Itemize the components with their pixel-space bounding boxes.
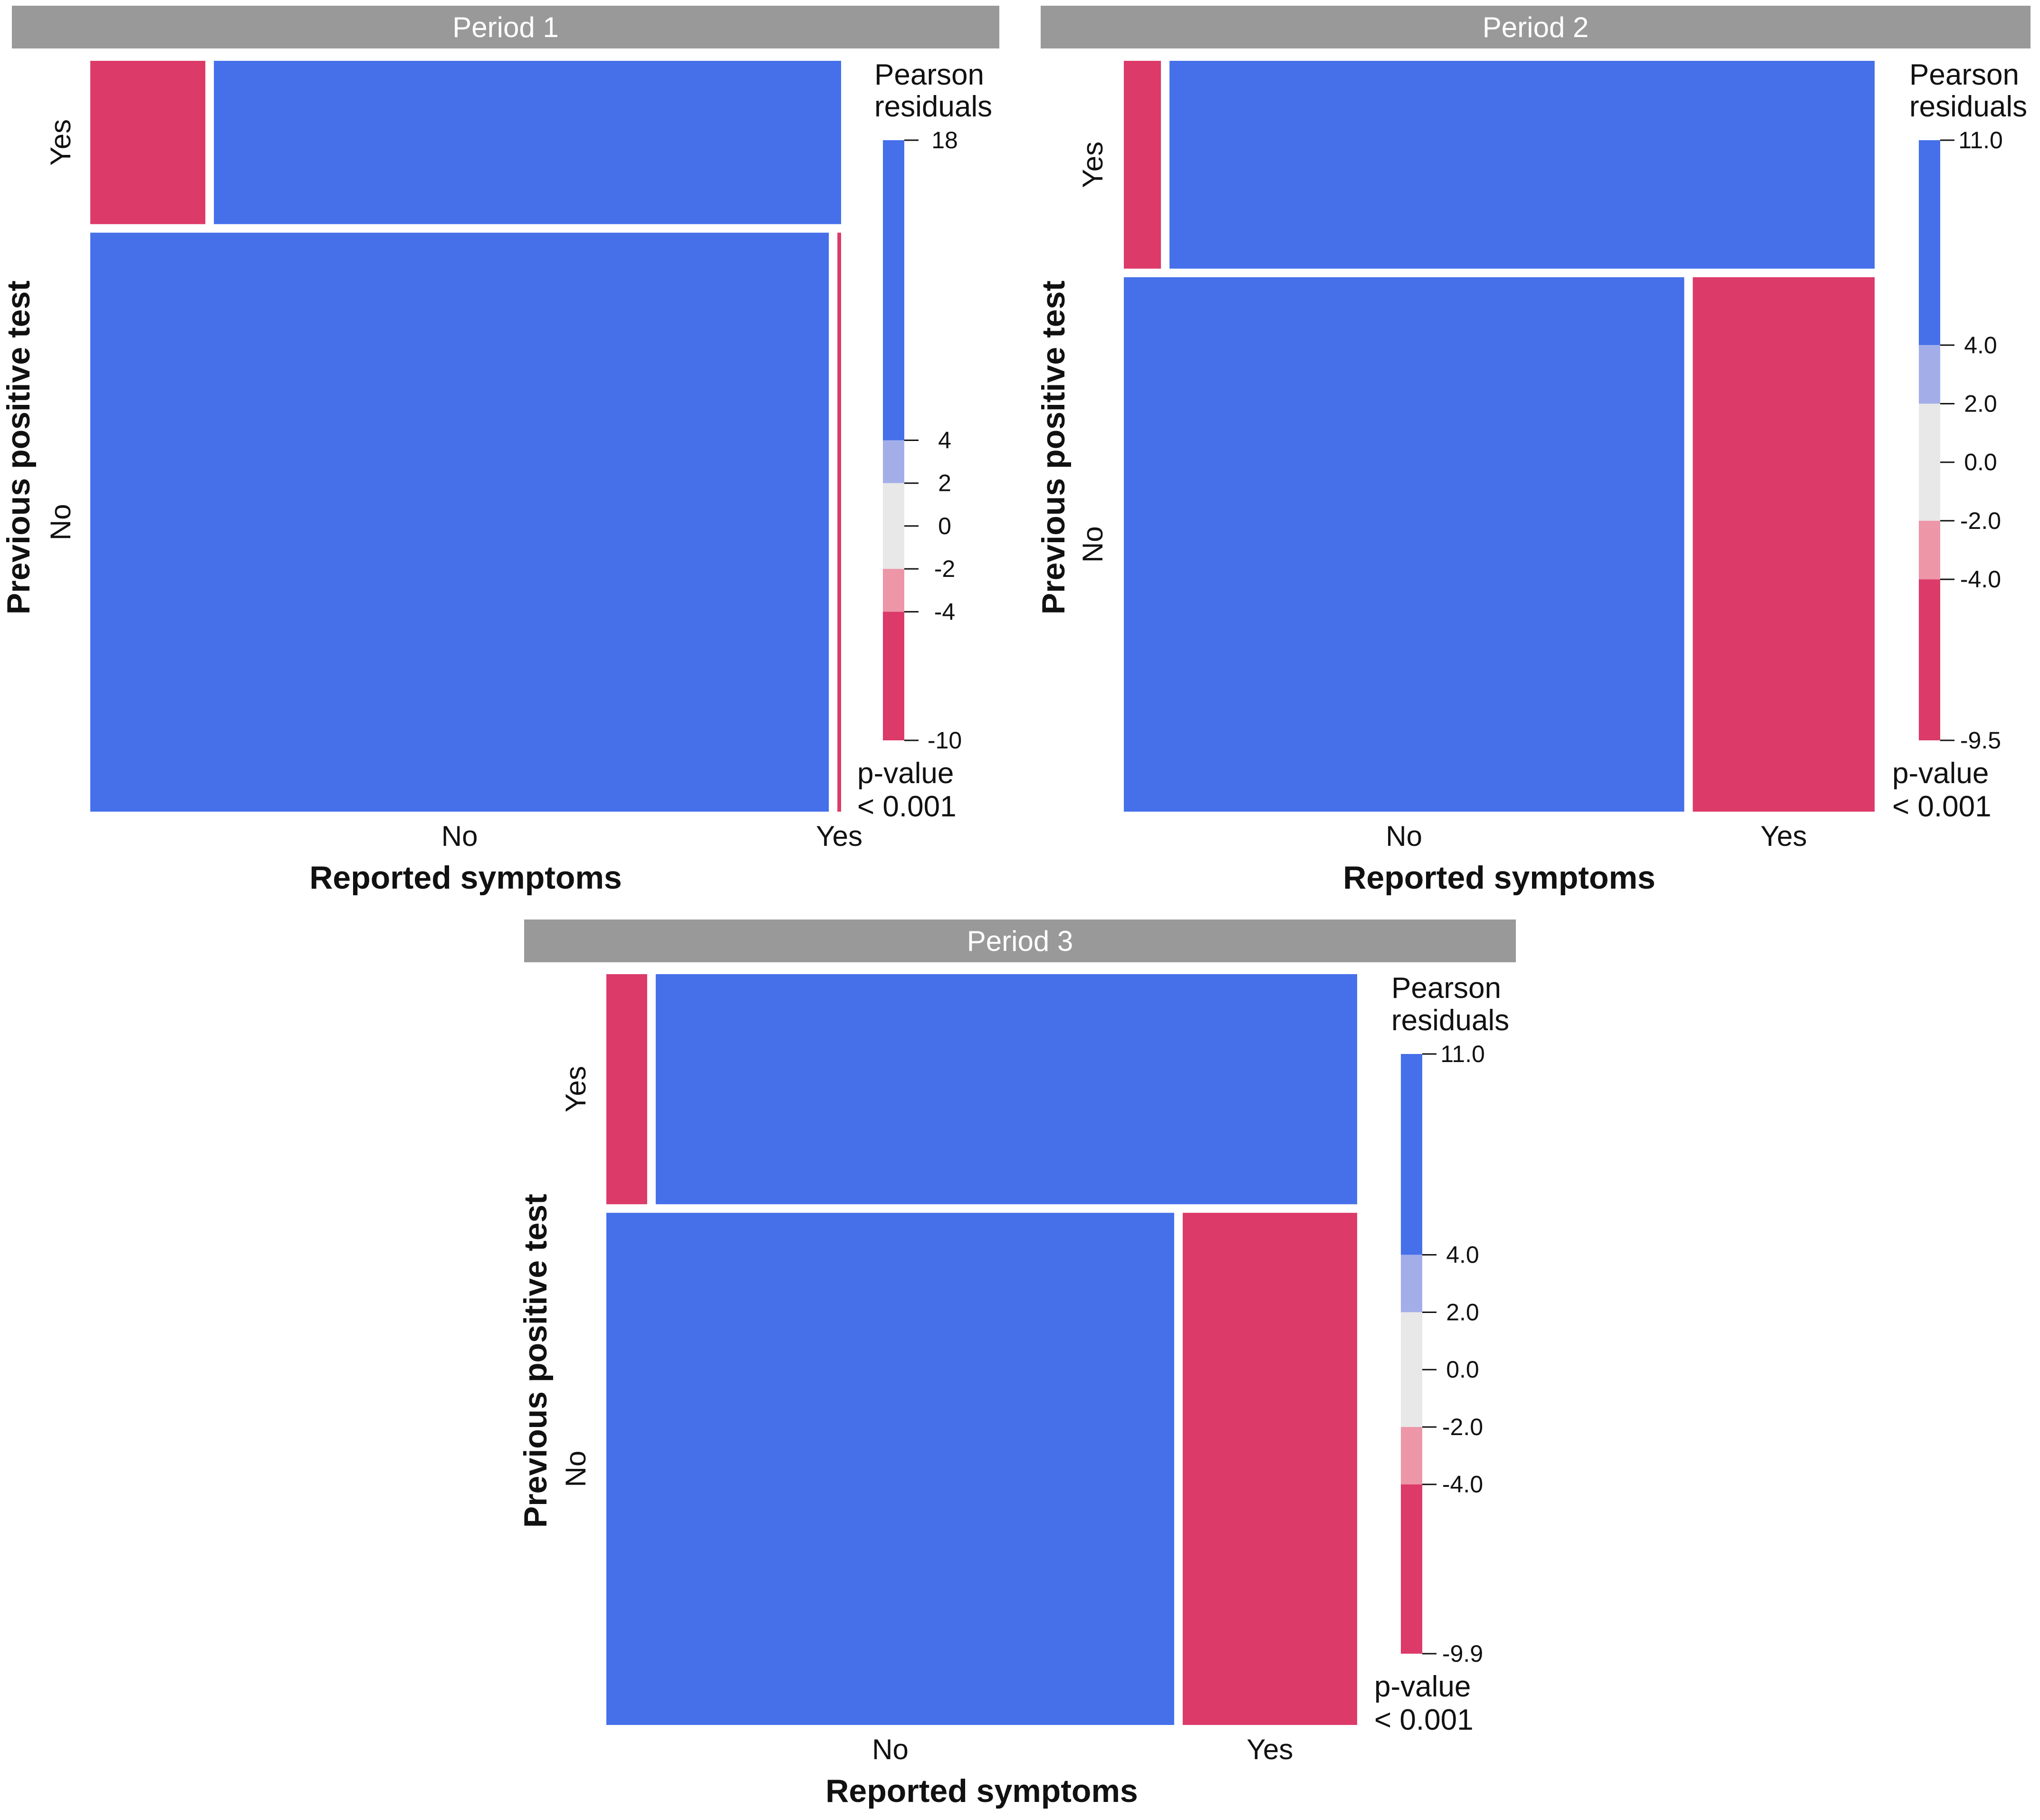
panel-title: Period 1	[452, 11, 558, 43]
p-value-label: p-value	[1374, 1670, 1471, 1703]
legend-band	[883, 569, 904, 612]
panel-1: Period 1 Yes No No Yes Reported symptoms Previ…	[0, 6, 999, 896]
x-level-label: No	[872, 1734, 909, 1765]
mosaic-tile-no-yes	[1693, 277, 1875, 812]
mosaic-tile-yes-yes	[90, 61, 206, 224]
legend-tick-label: 2	[938, 470, 951, 497]
legend-tick-label: -9.5	[1960, 727, 2001, 754]
y-level-label: Yes	[1077, 142, 1109, 188]
mosaic-tile-yes-no	[1169, 61, 1875, 269]
legend-title-line2: residuals	[874, 90, 992, 123]
x-level-label: Yes	[1247, 1734, 1293, 1765]
legend-band	[1401, 1312, 1422, 1427]
panel-strip	[12, 6, 999, 48]
mosaic-tile-no-yes	[1182, 1213, 1357, 1725]
legend-title-line1: Pearson	[1391, 972, 1501, 1005]
legend-tick-label: 2.0	[1964, 390, 1997, 417]
x-level-label: Yes	[816, 820, 862, 852]
legend-tick-label: 4.0	[1964, 332, 1997, 358]
legend-tick-label: 0	[938, 513, 951, 539]
legend-title-line2: residuals	[1391, 1004, 1509, 1037]
y-axis-title: Previous positive test	[517, 1194, 554, 1528]
y-level-label: Yes	[45, 119, 77, 166]
p-value-label: p-value	[1892, 757, 1989, 790]
panel-3: Period 3 Yes No No Yes Reported symptoms Previ…	[517, 920, 1516, 1809]
legend-tick-label: -4.0	[1960, 566, 2001, 593]
mosaic-tile-no-no	[606, 1213, 1174, 1725]
p-value-label: p-value	[857, 757, 954, 790]
legend-band	[1401, 1427, 1422, 1485]
legend-title-line2: residuals	[1909, 90, 2027, 123]
legend-tick-label: -2.0	[1442, 1414, 1483, 1440]
legend-tick-label: 11.0	[1440, 1041, 1485, 1067]
legend-tick-label: -2	[934, 556, 955, 582]
legend-tick-label: 0.0	[1964, 449, 1997, 476]
legend-band	[1401, 1255, 1422, 1312]
legend-band	[883, 140, 904, 441]
legend-tick-label: -9.9	[1442, 1640, 1483, 1667]
mosaic-tile-yes-yes	[606, 974, 647, 1205]
legend-band	[1919, 579, 1940, 740]
legend-tick-label: 18	[931, 127, 958, 153]
legend-band	[883, 483, 904, 569]
mosaic-tile-no-no	[90, 232, 829, 812]
y-level-label: No	[45, 504, 77, 540]
mosaic-tile-no-no	[1124, 277, 1685, 812]
p-value: < 0.001	[1374, 1704, 1474, 1736]
legend-band	[1401, 1484, 1422, 1654]
legend-tick-label: -4	[934, 598, 955, 625]
legend-tick-label: -4.0	[1442, 1471, 1483, 1498]
legend-band	[1919, 520, 1940, 580]
y-level-label: No	[560, 1451, 592, 1487]
legend-band	[883, 612, 904, 740]
p-value: < 0.001	[857, 790, 957, 823]
x-axis-title: Reported symptoms	[309, 860, 622, 896]
legend-tick-label: 2.0	[1446, 1299, 1479, 1325]
y-axis-title: Previous positive test	[1035, 280, 1072, 614]
legend-tick-label: 0.0	[1446, 1356, 1479, 1383]
x-axis-title: Reported symptoms	[1343, 860, 1655, 896]
y-level-label: No	[1077, 526, 1109, 563]
x-level-label: Yes	[1761, 820, 1807, 852]
legend-title-line1: Pearson	[874, 58, 984, 91]
panel-strip	[1041, 6, 2030, 48]
panel-strip	[524, 920, 1516, 962]
legend-band	[1401, 1054, 1422, 1255]
y-axis-title: Previous positive test	[0, 280, 37, 614]
legend-band	[1919, 140, 1940, 345]
x-axis-title: Reported symptoms	[825, 1773, 1138, 1809]
legend-tick-label: -10	[928, 727, 962, 754]
x-level-label: No	[1386, 820, 1422, 852]
x-level-label: No	[441, 820, 478, 852]
legend-tick-label: 4	[938, 427, 951, 454]
y-level-label: Yes	[560, 1066, 592, 1112]
panel-2: Period 2 Yes No No Yes Reported symptoms Previ…	[1035, 6, 2030, 896]
legend-band	[1919, 403, 1940, 521]
mosaic-tile-yes-yes	[1124, 61, 1161, 269]
legend-tick-label: -2.0	[1960, 508, 2001, 534]
mosaic-tile-yes-no	[655, 974, 1357, 1205]
legend-tick-label: 11.0	[1958, 127, 2003, 153]
p-value: < 0.001	[1892, 790, 1992, 823]
legend-band	[1919, 345, 1940, 404]
legend-tick-label: 4.0	[1446, 1242, 1479, 1268]
panel-title: Period 3	[967, 925, 1073, 957]
legend-title-line1: Pearson	[1909, 58, 2019, 91]
mosaic-tile-yes-no	[214, 61, 841, 224]
legend-band	[883, 440, 904, 483]
mosaic-tile-no-yes	[837, 232, 841, 812]
panel-title: Period 2	[1483, 11, 1589, 43]
